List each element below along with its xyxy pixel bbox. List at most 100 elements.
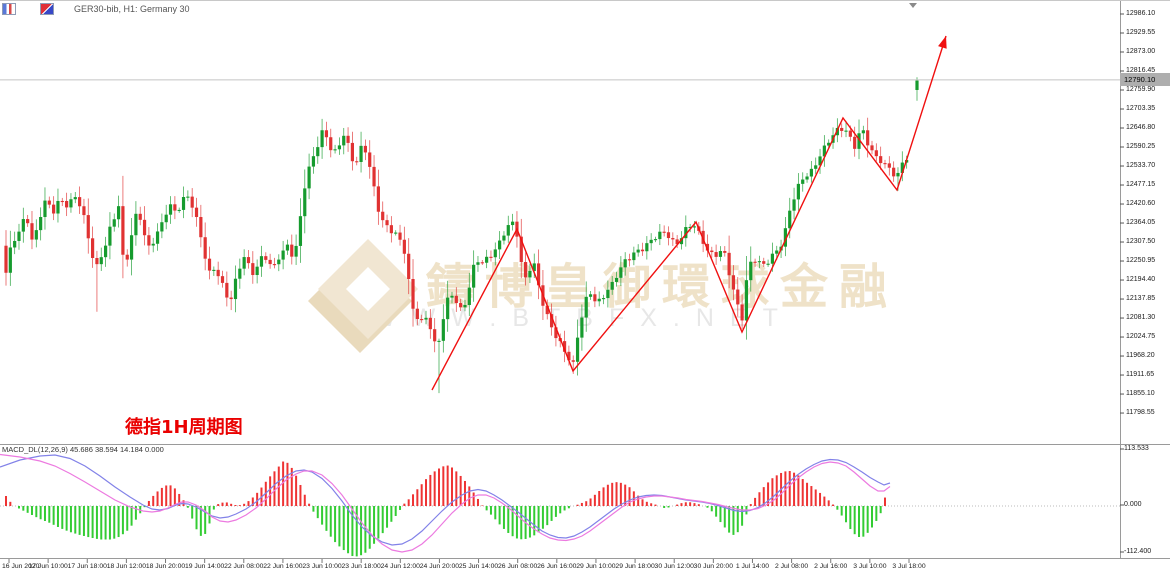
trendline[interactable]	[431, 35, 947, 391]
candle	[866, 130, 870, 146]
macd-bar	[143, 506, 146, 508]
candle	[303, 188, 307, 217]
candle	[640, 249, 645, 252]
candle	[294, 245, 298, 257]
macd-bar	[52, 506, 55, 525]
candle	[766, 263, 770, 265]
macd-bar	[429, 474, 432, 506]
candle	[13, 240, 17, 248]
candle	[844, 130, 848, 132]
time-axis-label: 3 Jul 18:00	[892, 563, 926, 570]
candle	[684, 227, 688, 239]
candle	[82, 206, 86, 216]
candle	[883, 163, 887, 165]
price-axis-label: 12646.80	[1126, 124, 1156, 131]
candle	[229, 297, 233, 300]
macd-bar	[520, 506, 523, 540]
candle	[177, 209, 181, 212]
macd-bar	[165, 485, 168, 506]
candle	[233, 278, 238, 300]
macd-bar	[723, 506, 726, 528]
macd-bar	[741, 506, 744, 526]
macd-bar	[334, 506, 337, 543]
candle	[584, 296, 588, 318]
macd-bar	[186, 506, 189, 508]
candle	[900, 162, 904, 173]
macd-bar	[342, 506, 345, 551]
macd-bar	[117, 506, 120, 538]
macd-bar	[394, 506, 397, 516]
macd-bar	[546, 506, 549, 526]
candle	[653, 239, 658, 241]
macd-bar	[606, 484, 609, 506]
price-axis-label: 12024.75	[1126, 333, 1156, 341]
candle	[736, 289, 740, 305]
candle	[138, 213, 142, 220]
macd-bar	[823, 496, 826, 506]
price-axis-label: 12590.25	[1126, 143, 1156, 150]
macd-bar	[680, 503, 683, 506]
macd-bar	[459, 475, 462, 506]
time-axis-label: 30 Jun 12:00	[654, 563, 694, 570]
price-axis-label: 12533.70	[1126, 162, 1156, 170]
candle	[173, 204, 177, 211]
candle	[489, 256, 493, 258]
chart-shift-marker-icon[interactable]	[909, 3, 917, 8]
candle	[398, 232, 402, 240]
annotation-text-object[interactable]: 德指1H周期图	[125, 417, 243, 438]
time-axis-label: 23 Jun 18:00	[341, 563, 381, 570]
trend-arrowhead[interactable]	[938, 36, 947, 49]
candle	[216, 269, 220, 277]
macd-bar	[754, 497, 757, 506]
candle	[8, 247, 12, 273]
candle	[619, 267, 623, 278]
trendline-object[interactable]	[431, 35, 947, 391]
time-axis-label: 23 Jun 10:00	[302, 563, 342, 570]
macd-bar	[169, 485, 172, 506]
macd-bar	[615, 482, 618, 506]
candle	[896, 172, 900, 177]
candle	[39, 217, 43, 231]
candle	[142, 219, 147, 236]
candle	[822, 145, 826, 157]
candle	[86, 215, 90, 239]
candle	[731, 275, 736, 290]
price-axis-label: 11968.20	[1126, 352, 1155, 360]
candle	[692, 226, 697, 228]
time-axis-label: 22 Jun 16:00	[263, 563, 303, 570]
macd-bar	[416, 489, 419, 506]
candle	[350, 142, 354, 162]
candle	[536, 263, 541, 286]
macd-indicator-label: MACD_DL(12,26,9) 45.686 38.594 14.184 0.…	[2, 445, 164, 454]
macd-bar	[438, 468, 440, 506]
candle	[796, 183, 800, 200]
macd-bar	[347, 506, 350, 554]
candle	[43, 200, 47, 218]
candles	[4, 77, 919, 394]
macd-bar	[199, 506, 202, 536]
candle	[277, 259, 281, 265]
price-axis-label: 12420.60	[1126, 200, 1156, 208]
macd-bar	[489, 506, 492, 515]
candle	[879, 156, 883, 164]
candle	[433, 329, 437, 342]
macd-bar	[628, 487, 631, 506]
candle	[727, 252, 731, 276]
candle	[298, 216, 303, 246]
macd-bar	[247, 501, 250, 506]
candle	[805, 176, 809, 180]
candle	[69, 199, 73, 208]
candle	[316, 147, 320, 157]
candle	[757, 261, 762, 263]
candle	[532, 263, 536, 271]
candle	[389, 225, 393, 234]
time-axis-label: 3 Jul 10:00	[853, 563, 887, 570]
candle	[424, 317, 428, 320]
macd-bar	[87, 506, 90, 538]
macd-bar	[693, 503, 696, 506]
price-axis-label: 12929.55	[1126, 29, 1156, 36]
macd-bar	[238, 505, 241, 506]
macd-bar	[30, 506, 33, 515]
macd-bar	[234, 504, 237, 506]
